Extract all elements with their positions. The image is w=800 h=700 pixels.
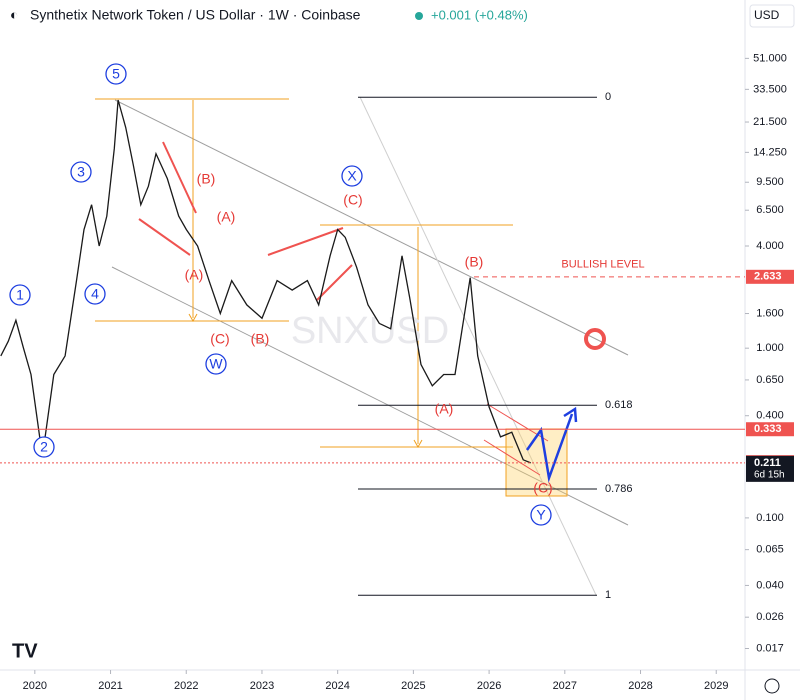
channel-line: [114, 99, 629, 356]
wave-label: 3: [77, 164, 85, 180]
arrow-head: [188, 313, 198, 323]
price-tag-label: 0.333: [754, 423, 782, 435]
wave-label: 1: [16, 287, 24, 303]
x-tick-label: 2028: [628, 680, 652, 692]
y-tick-label: 0.100: [756, 512, 784, 524]
abc-label: (C): [210, 331, 229, 347]
x-tick-label: 2022: [174, 680, 198, 692]
wave-circle: [70, 161, 92, 183]
watermark: SNXUSD: [291, 310, 449, 352]
level-name: BULLISH LEVEL: [561, 259, 644, 271]
price-change: +0.001 (+0.48%): [431, 7, 528, 22]
y-tick-label: 14.250: [753, 146, 787, 158]
x-tick-label: 2020: [23, 680, 47, 692]
abc-label: (B): [251, 331, 270, 347]
price-tag: [746, 269, 794, 284]
wave-circle: [84, 283, 106, 305]
x-tick-label: 2025: [401, 680, 425, 692]
abc-label: (A): [217, 209, 236, 225]
wave-circle: [341, 165, 363, 187]
wave-circle: [205, 353, 227, 375]
fib-label: 0.618: [605, 399, 633, 411]
y-tick-label: 21.500: [753, 116, 787, 128]
abc-label: (C): [343, 192, 362, 208]
price-tag-label: 2.633: [754, 271, 782, 283]
price-tag-label: 0.211: [754, 457, 781, 469]
x-tick-label: 2026: [477, 680, 501, 692]
wedge-line: [138, 218, 191, 256]
y-tick-label: 0.017: [756, 642, 784, 654]
y-tick-label: 0.400: [756, 410, 784, 422]
x-tick-label: 2029: [704, 680, 728, 692]
wave-label: 2: [40, 439, 48, 455]
wave-circle: [105, 63, 127, 85]
y-tick-label: 0.650: [756, 374, 784, 386]
y-tick-label: 4.000: [756, 240, 784, 252]
logo: TV: [12, 640, 38, 662]
abc-label: (A): [435, 401, 454, 417]
wave-circle: [9, 284, 31, 306]
currency-button[interactable]: [749, 4, 795, 28]
wave-circle: [530, 504, 552, 526]
fib-label: 0.786: [605, 483, 633, 495]
price-line: [0, 99, 531, 464]
price-tag: [746, 455, 794, 482]
wave-circle: [33, 436, 55, 458]
wedge-line: [162, 141, 197, 214]
settings-button[interactable]: [764, 678, 780, 694]
wedge-line: [316, 264, 353, 301]
x-tick-label: 2027: [553, 680, 577, 692]
x-tick-label: 2024: [325, 680, 349, 692]
wave-label: 4: [91, 286, 99, 302]
y-tick-label: 0.040: [756, 579, 784, 591]
y-tick-label: 1.600: [756, 307, 784, 319]
fib-label: 0: [605, 91, 611, 103]
x-tick-label: 2023: [250, 680, 274, 692]
status-dot: [415, 12, 423, 20]
y-tick-label: 1.000: [756, 342, 784, 354]
y-tick-label: 51.000: [753, 52, 787, 64]
projection-path: [525, 413, 574, 483]
wedge-line: [267, 227, 344, 256]
y-tick-label: 9.500: [756, 176, 784, 188]
arrow-head: [413, 439, 423, 449]
wave-label: W: [209, 356, 223, 372]
wave-label: Y: [536, 507, 546, 523]
symbol-icon: ◐: [10, 7, 18, 23]
abc-label: (B): [197, 171, 216, 187]
y-tick-label: 0.065: [756, 544, 784, 556]
wave-label: X: [347, 168, 357, 184]
arrow-head: [563, 406, 578, 423]
abc-label: (A): [185, 267, 204, 283]
y-tick-label: 0.026: [756, 611, 784, 623]
fib-label: 1: [605, 589, 611, 601]
x-tick-label: 2021: [98, 680, 122, 692]
y-tick-label: 6.500: [756, 204, 784, 216]
currency-label[interactable]: USD: [754, 8, 780, 22]
trend-line: [359, 96, 597, 596]
wedge-line: [483, 439, 541, 476]
wave-label: 5: [112, 66, 120, 82]
y-tick-label: 33.500: [753, 83, 787, 95]
abc-label: (C): [533, 480, 552, 496]
countdown: 6d 15h: [754, 470, 785, 481]
target-circle: [584, 328, 606, 350]
abc-label: (B): [465, 254, 484, 270]
header-title[interactable]: Synthetix Network Token / US Dollar · 1W…: [30, 7, 361, 23]
price-tag: [746, 422, 794, 437]
